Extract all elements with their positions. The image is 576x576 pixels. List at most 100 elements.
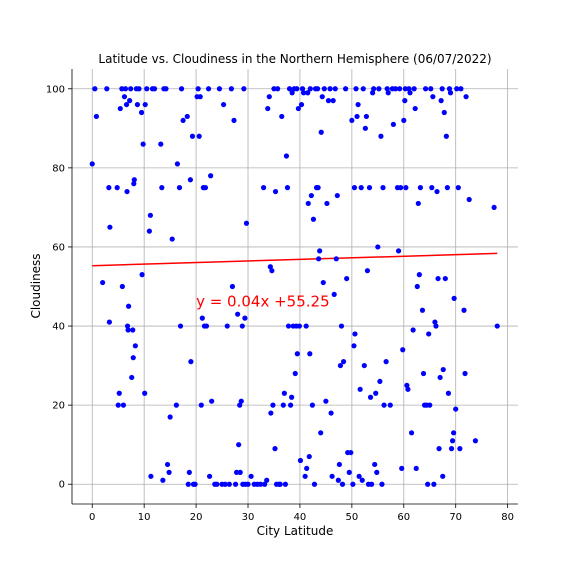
data-point: [446, 86, 453, 92]
data-point: [130, 327, 136, 333]
data-point: [333, 256, 339, 262]
data-point: [237, 469, 243, 475]
data-point: [410, 327, 416, 333]
data-point: [318, 129, 324, 135]
data-point: [310, 216, 317, 222]
data-point: [319, 94, 325, 100]
data-point: [453, 406, 459, 412]
data-point: [311, 481, 318, 487]
data-point: [216, 86, 223, 92]
data-point: [441, 109, 447, 116]
data-point: [330, 98, 336, 104]
data-point: [457, 446, 463, 452]
data-point: [400, 347, 406, 353]
data-point: [195, 86, 201, 92]
data-point: [420, 370, 427, 377]
data-point: [231, 117, 237, 124]
x-tick-label: 30: [242, 512, 255, 523]
data-point: [335, 477, 341, 483]
data-point: [397, 86, 403, 92]
data-point: [305, 200, 311, 207]
data-point: [159, 185, 165, 191]
x-tick-label: 20: [190, 512, 203, 523]
data-point: [425, 481, 431, 487]
data-point: [346, 469, 352, 475]
data-point: [392, 86, 399, 92]
data-point: [124, 323, 131, 329]
data-point: [398, 185, 404, 191]
chart-title: Latitude vs. Cloudiness in the Northern …: [98, 52, 491, 66]
data-point: [437, 374, 443, 381]
data-point: [339, 481, 346, 487]
axes: [71, 69, 518, 505]
data-point: [127, 98, 133, 104]
data-point: [229, 283, 236, 290]
data-point: [268, 410, 274, 416]
data-point: [279, 113, 285, 120]
data-point: [209, 398, 215, 404]
data-point: [174, 161, 180, 167]
data-point: [180, 117, 186, 124]
data-point: [364, 268, 371, 274]
data-point: [89, 161, 95, 167]
data-point: [376, 86, 382, 92]
x-axis-label: City Latitude: [257, 524, 334, 538]
data-point: [167, 414, 173, 420]
data-point: [93, 113, 100, 120]
y-tick-label: 20: [52, 401, 65, 412]
data-point: [158, 141, 164, 147]
data-point: [451, 295, 457, 301]
data-point: [494, 323, 500, 329]
data-point: [125, 303, 132, 309]
data-point: [121, 94, 128, 100]
data-point: [363, 113, 369, 120]
data-point: [380, 185, 386, 191]
data-point: [282, 481, 288, 487]
data-point: [106, 319, 112, 325]
data-point: [302, 473, 308, 479]
data-point: [196, 133, 202, 139]
data-point: [440, 473, 446, 479]
data-point: [115, 402, 121, 408]
data-point: [224, 323, 230, 329]
data-point: [406, 86, 412, 92]
data-point: [265, 105, 271, 112]
data-point: [451, 430, 457, 436]
data-point: [403, 185, 409, 191]
data-point: [440, 366, 446, 373]
data-point: [305, 90, 311, 96]
data-point: [358, 185, 364, 191]
data-point: [442, 275, 448, 282]
data-point: [308, 192, 314, 199]
data-point: [294, 86, 300, 92]
data-point: [314, 86, 321, 92]
data-point: [233, 469, 240, 475]
y-tick-label: 100: [46, 84, 65, 95]
data-point: [185, 481, 191, 487]
y-tick-label: 80: [52, 163, 65, 174]
data-point: [309, 402, 315, 408]
data-point: [100, 279, 106, 286]
data-point: [248, 473, 254, 479]
data-point: [131, 181, 137, 187]
data-point: [348, 449, 354, 456]
data-point: [387, 402, 393, 408]
data-point: [329, 473, 335, 479]
data-point: [344, 275, 350, 282]
data-point: [422, 86, 429, 92]
data-point: [427, 402, 433, 408]
data-point: [116, 390, 122, 396]
data-point: [128, 86, 134, 92]
data-point: [298, 101, 305, 108]
data-point: [374, 469, 380, 475]
data-point: [107, 224, 113, 230]
data-point: [426, 331, 432, 337]
data-point: [367, 394, 374, 400]
data-point: [295, 105, 301, 112]
data-point: [117, 105, 123, 112]
data-point: [270, 402, 276, 408]
data-point: [147, 212, 154, 218]
y-tick-label: 0: [59, 480, 65, 491]
y-tick-label: 40: [52, 322, 65, 333]
